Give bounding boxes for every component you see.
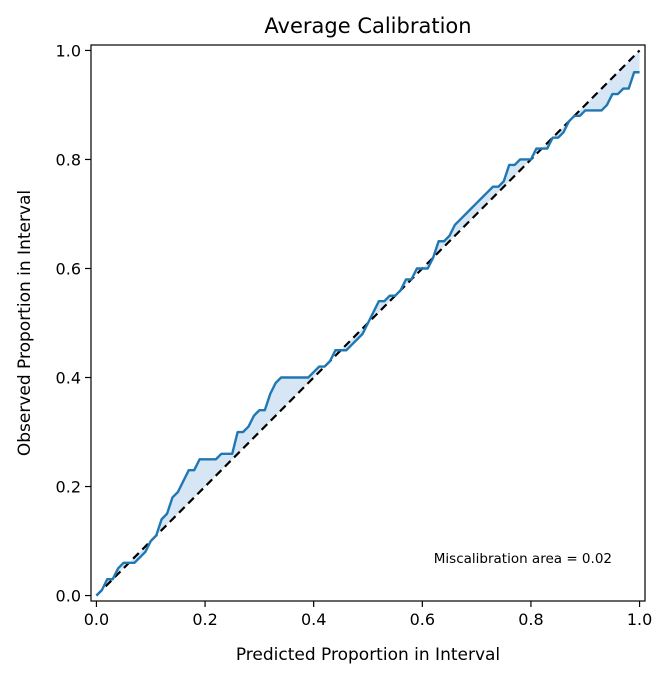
chart-title: Average Calibration	[264, 14, 471, 38]
plot-area: 0.0 0.2 0.4 0.6 0.8 1.0 0.0 0.2 0.4 0.6 0.8 1.0	[56, 41, 653, 629]
x-tick-label: 0.8	[518, 610, 543, 629]
y-tick-label: 0.6	[56, 259, 81, 278]
y-tick-label: 0.0	[56, 587, 81, 606]
x-tick-label: 0.6	[410, 610, 435, 629]
miscalibration-annotation: Miscalibration area = 0.02	[434, 551, 612, 567]
y-axis-label: Observed Proportion in Interval	[15, 190, 35, 456]
x-tick-label: 0.2	[192, 610, 217, 629]
x-tick-label: 1.0	[627, 610, 652, 629]
x-tick-label: 0.0	[84, 610, 109, 629]
y-tick-label: 0.2	[56, 478, 81, 497]
y-tick-label: 0.8	[56, 150, 81, 169]
x-tick-label: 0.4	[301, 610, 326, 629]
y-tick-label: 0.4	[56, 369, 81, 388]
y-tick-label: 1.0	[56, 41, 81, 60]
axes-frame	[90, 44, 646, 602]
calibration-curve-line	[95, 71, 640, 597]
x-axis-label: Predicted Proportion in Interval	[236, 645, 500, 665]
